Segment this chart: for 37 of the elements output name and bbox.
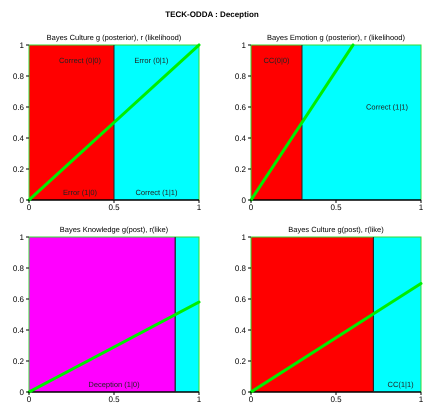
x-tick-label: 1 <box>418 203 424 212</box>
x-tick-label: 1 <box>196 203 202 212</box>
y-tick-label: 0.8 <box>12 264 25 273</box>
y-tick-label: 0.8 <box>12 72 25 81</box>
y-tick-label: 0.6 <box>234 294 247 304</box>
x-tick-label: 0 <box>26 395 32 404</box>
y-tick-label: 1 <box>242 232 247 242</box>
x-tick-label: 0 <box>26 203 32 212</box>
chart-title: TECK-ODDA : Deception <box>165 10 259 19</box>
y-tick-label: 1 <box>242 40 247 50</box>
y-tick-label: 0.4 <box>234 134 247 143</box>
y-tick-label: 1 <box>20 40 25 50</box>
y-tick-label: 0.8 <box>234 264 247 273</box>
y-tick-label: 0.2 <box>12 164 25 174</box>
x-tick-label: 0.5 <box>330 395 342 404</box>
x-tick-label: 0 <box>248 395 254 404</box>
y-tick-label: 0.8 <box>234 72 247 81</box>
y-tick-label: 0.6 <box>234 102 247 112</box>
x-tick-label: 0.5 <box>108 203 120 212</box>
y-tick-label: 0.4 <box>12 326 25 335</box>
y-tick-label: 0.2 <box>12 356 25 366</box>
y-tick-label: 0.4 <box>234 326 247 335</box>
x-tick-label: 1 <box>418 395 424 404</box>
y-tick-label: 0 <box>242 388 247 397</box>
y-tick-label: 0.6 <box>12 102 25 112</box>
y-tick-label: 0 <box>20 196 25 205</box>
x-tick-label: 1 <box>196 395 202 404</box>
y-tick-label: 0.2 <box>234 356 247 366</box>
x-tick-label: 0.5 <box>330 203 342 212</box>
y-tick-label: 0 <box>242 196 247 205</box>
y-tick-label: 0 <box>20 388 25 397</box>
y-tick-label: 0.2 <box>234 164 247 174</box>
x-tick-label: 0.5 <box>108 395 120 404</box>
y-tick-label: 1 <box>20 232 25 242</box>
y-tick-label: 0.6 <box>12 294 25 304</box>
y-tick-label: 0.4 <box>12 134 25 143</box>
x-tick-label: 0 <box>248 203 254 212</box>
